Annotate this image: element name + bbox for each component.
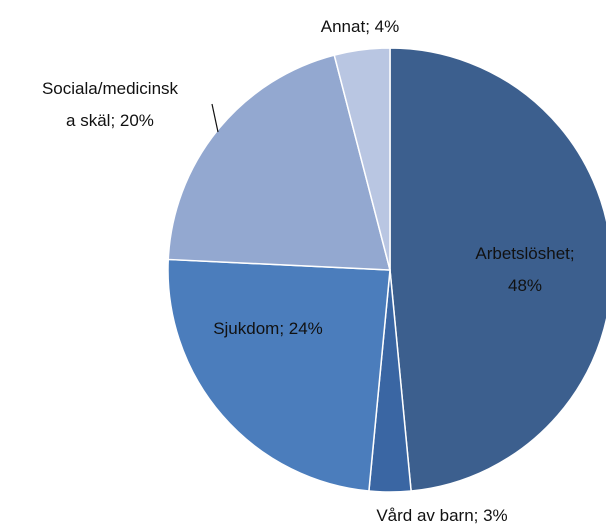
data-label-line: Vård av barn; 3% <box>376 506 507 525</box>
data-label-line: a skäl; 20% <box>66 111 154 130</box>
data-label-line: 48% <box>508 276 542 295</box>
pie-slice <box>167 258 391 492</box>
data-label: Sociala/medicinsk a skäl; 20% <box>42 79 179 130</box>
data-label-line: Arbetslöshet; <box>475 244 574 263</box>
data-label: Vård av barn; 3% <box>376 506 507 525</box>
data-label-line: Annat; 4% <box>321 17 399 36</box>
leader-line <box>211 103 219 133</box>
data-label-line: Sjukdom; 24% <box>213 319 323 338</box>
data-label: Sjukdom; 24% <box>213 319 323 338</box>
pie-slice <box>389 47 606 492</box>
data-label: Annat; 4% <box>321 17 399 36</box>
pie-slice <box>333 47 391 271</box>
data-label: Arbetslöshet; 48% <box>475 244 574 295</box>
data-label-line: Sociala/medicinsk <box>42 79 179 98</box>
